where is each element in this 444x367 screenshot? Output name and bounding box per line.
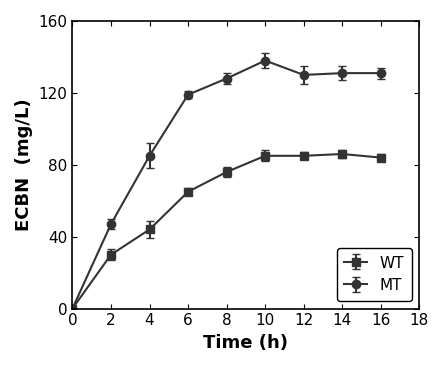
X-axis label: Time (h): Time (h) bbox=[203, 334, 289, 352]
Y-axis label: ECBN  (mg/L): ECBN (mg/L) bbox=[15, 98, 33, 231]
Legend: WT, MT: WT, MT bbox=[337, 248, 412, 301]
